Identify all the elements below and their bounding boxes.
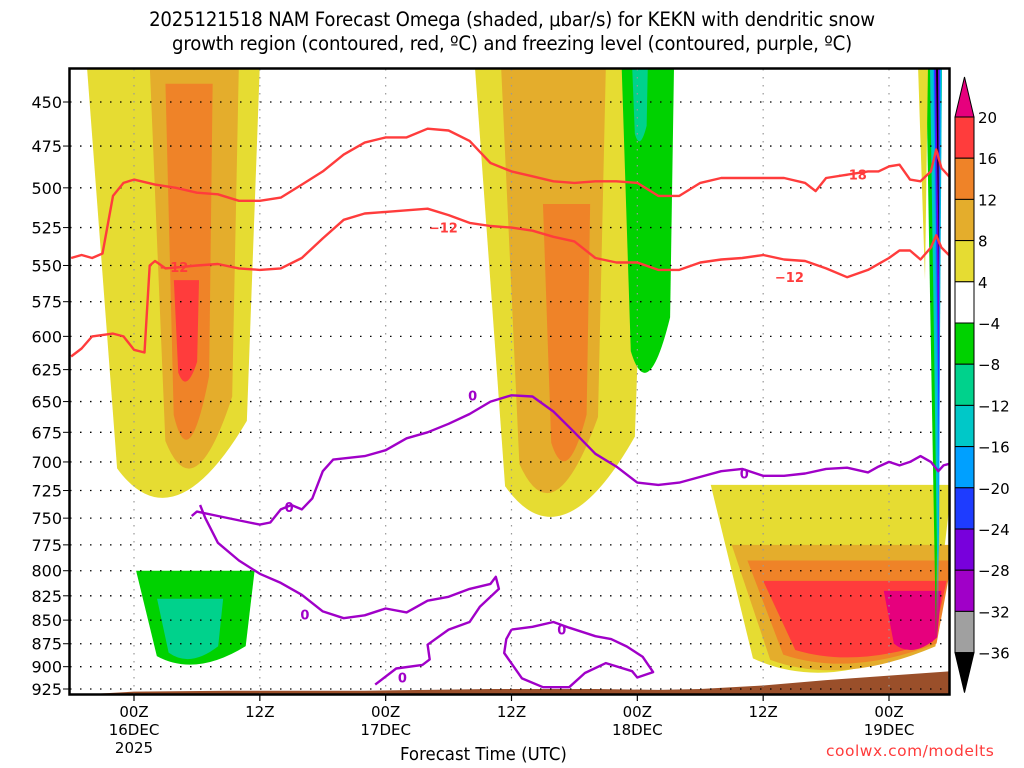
y-tick-label-600: 600 [31, 327, 62, 346]
contour-label-6: 0 [300, 608, 309, 623]
terrain-layer [70, 671, 949, 694]
y-tick-label-750: 750 [31, 509, 62, 528]
colorbar-bin-9 [954, 487, 975, 530]
colorbar-bin-5 [954, 322, 975, 365]
colorbar-label-3: 8 [978, 233, 988, 251]
contour-label-0: −12 [159, 261, 188, 276]
y-tick-label-850: 850 [31, 611, 62, 630]
omega-shading-layer [87, 69, 949, 673]
omega-region-5 [157, 598, 224, 660]
y-tick-label-575: 575 [31, 293, 62, 312]
y-tick-label-475: 475 [31, 137, 62, 156]
colorbar-bin-1 [954, 157, 975, 200]
y-tick-label-550: 550 [31, 256, 62, 275]
y-tick-label-700: 700 [31, 453, 62, 472]
freezing-level-contour-0 [190, 394, 949, 526]
x-axis-title: Forecast Time (UTC) [400, 744, 567, 765]
grid-layer [70, 69, 949, 694]
contour-label-9: 0 [740, 467, 749, 482]
colorbar-label-6: −8 [978, 356, 1000, 374]
colorbar-label-10: −24 [978, 521, 1010, 539]
x-tick-label-6-1: 19DEC [864, 721, 915, 739]
y-tick-label-500: 500 [31, 179, 62, 198]
contour-label-5: 0 [468, 389, 477, 404]
colorbar-label-5: −4 [978, 315, 1000, 333]
y-tick-label-675: 675 [31, 423, 62, 442]
descent-strip-band-5 [936, 69, 939, 281]
x-tick-label-6-0: 00Z [874, 703, 903, 721]
credit-link[interactable]: coolwx.com/modelts [826, 742, 995, 760]
colorbar-label-7: −12 [978, 397, 1010, 415]
y-tick-label-775: 775 [31, 536, 62, 555]
chart-title-line-2: growth region (contoured, red, ºC) and f… [171, 32, 852, 55]
colorbar-over-arrow [954, 76, 975, 118]
colorbar: 20 16 12 8 4 −4 −8 −12 −16 −20 −24 −28 −32 −36 [954, 76, 1010, 693]
x-tick-label-2-0: 00Z [371, 703, 400, 721]
colorbar-label-4: 4 [978, 274, 988, 292]
colorbar-label-9: −20 [978, 480, 1010, 498]
colorbar-bin-4 [954, 281, 975, 324]
contour-label-3: −18 [838, 169, 867, 184]
x-tick-label-4-1: 18DEC [612, 721, 663, 739]
terrain-fill [70, 671, 949, 694]
colorbar-bin-7 [954, 404, 975, 448]
colorbar-bin-6 [954, 363, 975, 406]
omega-region-15 [883, 590, 942, 651]
colorbar-bin-2 [954, 198, 975, 242]
y-tick-label-875: 875 [31, 635, 62, 654]
y-tick-label-925: 925 [31, 680, 62, 699]
colorbar-label-8: −16 [978, 439, 1010, 457]
y-axis: 450 475 500 525 550 575 600 625 650 675 700 725 750 7… [31, 93, 69, 699]
freezing-level-contour-1 [198, 504, 501, 686]
contour-label-1: −12 [429, 222, 458, 237]
y-tick-label-725: 725 [31, 482, 62, 501]
freezing-level-contour-2 [503, 620, 655, 689]
colorbar-label-2: 12 [978, 191, 997, 209]
y-tick-label-650: 650 [31, 393, 62, 412]
contour-label-2: −12 [775, 271, 804, 286]
colorbar-label-12: −32 [978, 603, 1010, 621]
x-tick-label-5-0: 12Z [748, 703, 777, 721]
plot-frame [68, 67, 951, 696]
contour-label-layer: −12 −12 −12 −18 0 0 0 0 0 0 [159, 169, 867, 687]
omega-region-10 [632, 69, 648, 142]
y-tick-label-450: 450 [31, 93, 62, 112]
y-tick-label-525: 525 [31, 219, 62, 238]
omega-region-3 [173, 280, 200, 382]
chart-title-line-1: 2025121518 NAM Forecast Omega (shaded, μ… [149, 8, 875, 31]
contour-label-4: 0 [285, 501, 294, 516]
colorbar-label-13: −36 [978, 645, 1010, 663]
dgz-contour--18 [70, 127, 949, 260]
y-tick-label-625: 625 [31, 361, 62, 380]
omega-region-8 [542, 203, 591, 462]
x-tick-label-1-0: 12Z [245, 703, 274, 721]
omega-region-9 [621, 69, 674, 373]
x-tick-label-2-1: 17DEC [360, 721, 411, 739]
y-tick-label-800: 800 [31, 562, 62, 581]
contour-label-7: 0 [398, 671, 407, 686]
x-tick-label-3-0: 12Z [497, 703, 526, 721]
contour-layer [70, 127, 949, 689]
dgz-contour--12 [70, 207, 949, 358]
y-tick-label-825: 825 [31, 587, 62, 606]
colorbar-bin-12 [954, 610, 975, 654]
contour-label-8: 0 [557, 624, 566, 639]
omega-sliver-yellow [918, 69, 928, 281]
x-tick-label-0-1: 16DEC [109, 721, 160, 739]
colorbar-bin-0 [954, 116, 975, 159]
x-tick-label-0-0: 00Z [119, 703, 148, 721]
colorbar-under-arrow [954, 652, 975, 693]
colorbar-bin-3 [954, 240, 975, 283]
colorbar-label-11: −28 [978, 562, 1010, 580]
colorbar-bin-8 [954, 446, 975, 489]
colorbar-bin-11 [954, 569, 975, 612]
colorbar-bin-10 [954, 528, 975, 571]
x-tick-label-4-0: 00Z [623, 703, 652, 721]
y-tick-label-900: 900 [31, 658, 62, 677]
x-tick-label-0-2: 2025 [115, 739, 153, 757]
colorbar-label-0: 20 [978, 109, 997, 127]
colorbar-label-1: 16 [978, 150, 997, 168]
